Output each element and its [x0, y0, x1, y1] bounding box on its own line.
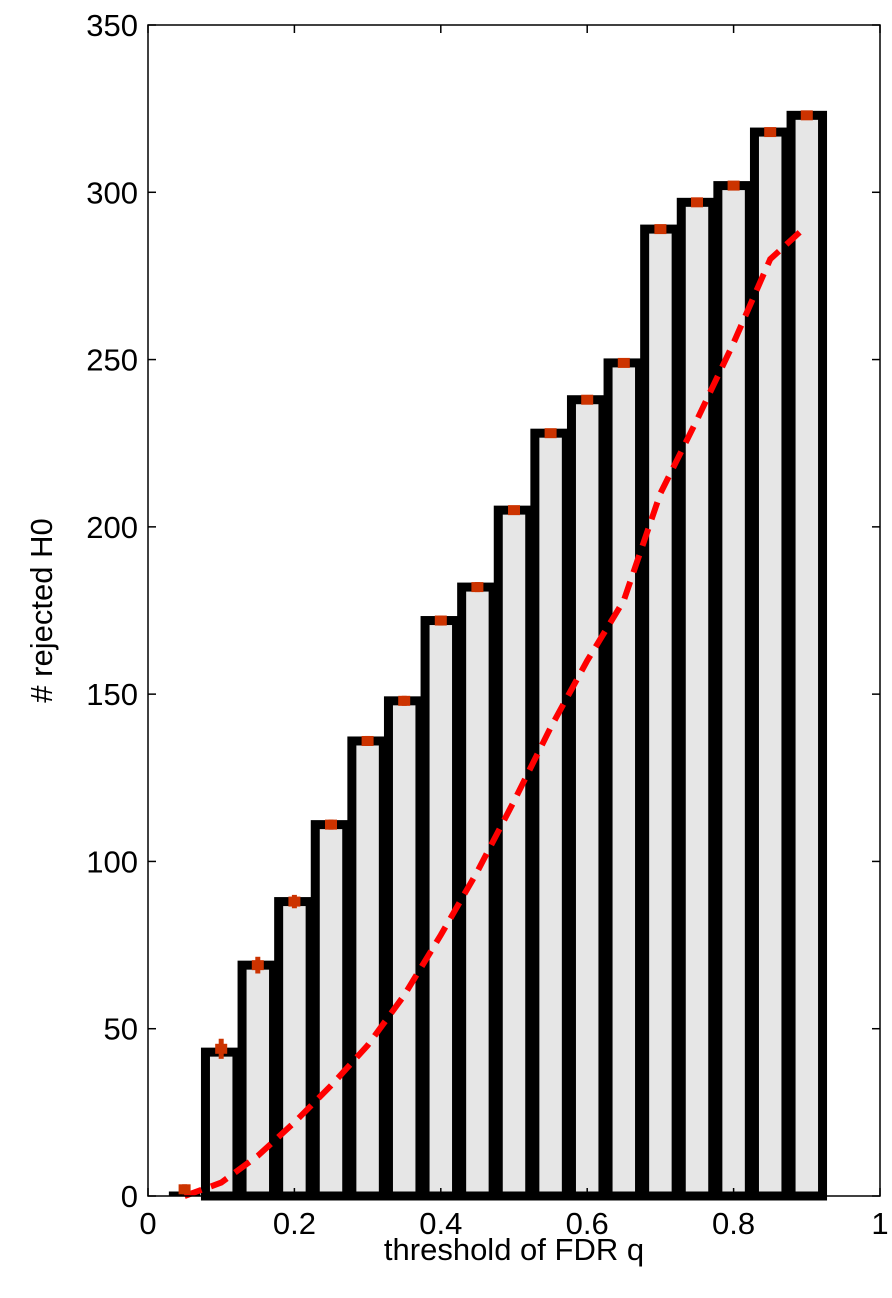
x-tick-label: 0: [139, 1206, 156, 1241]
data-point: [398, 695, 411, 706]
y-tick-label: 100: [86, 844, 138, 879]
data-point: [764, 127, 777, 138]
bar: [603, 358, 645, 1201]
series-line: [183, 223, 809, 1199]
y-tick-label: 300: [86, 175, 138, 210]
x-tick-label: 0.6: [566, 1206, 609, 1241]
bar: [493, 505, 535, 1201]
data-point: [288, 896, 301, 907]
data-point: [727, 180, 740, 191]
y-tick-label: 0: [121, 1179, 138, 1214]
data-point: [434, 615, 447, 626]
y-axis-label: # rejected H0: [24, 518, 59, 702]
x-tick-label: 0.4: [419, 1206, 462, 1241]
y-tick-label: 200: [86, 510, 138, 545]
x-tick-label: 1: [871, 1206, 888, 1241]
data-point: [691, 197, 703, 208]
data-point: [581, 394, 594, 405]
data-point: [325, 819, 337, 830]
bar: [274, 897, 315, 1201]
data-point: [178, 1184, 191, 1195]
ticks-layer: [147, 24, 881, 1197]
data-point: [251, 960, 264, 971]
points-layer: [178, 110, 813, 1195]
bar: [200, 1047, 242, 1201]
bars-layer: [168, 110, 828, 1201]
x-axis-label: threshold of FDR q: [384, 1232, 644, 1267]
bar: [310, 820, 352, 1201]
data-point: [544, 428, 557, 439]
bar: [676, 197, 718, 1201]
data-point: [508, 505, 520, 516]
bar: [749, 127, 791, 1201]
tick-labels-layer: 0 0.2 0.4 0.6 0.8 1 0 50 100 150 200 250 300 350: [86, 8, 888, 1241]
bar: [530, 428, 571, 1201]
bar: [347, 736, 388, 1201]
plot-frame: [147, 24, 881, 1197]
data-point: [617, 357, 630, 368]
y-tick-label: 350: [86, 8, 138, 43]
y-tick-label: 250: [86, 343, 138, 378]
data-point: [800, 110, 813, 121]
bar: [786, 110, 828, 1201]
x-tick-label: 0.8: [712, 1206, 755, 1241]
bar: [640, 224, 681, 1201]
data-point: [654, 224, 667, 235]
bar: [420, 616, 462, 1201]
y-tick-label: 150: [86, 677, 138, 712]
data-point: [361, 735, 374, 746]
x-tick-label: 0.2: [273, 1206, 316, 1241]
data-point: [215, 1043, 228, 1054]
y-tick-label: 50: [104, 1012, 138, 1047]
bar: [566, 395, 608, 1201]
data-point: [471, 582, 484, 593]
curve-layer: [183, 223, 809, 1199]
bar: [383, 696, 425, 1201]
